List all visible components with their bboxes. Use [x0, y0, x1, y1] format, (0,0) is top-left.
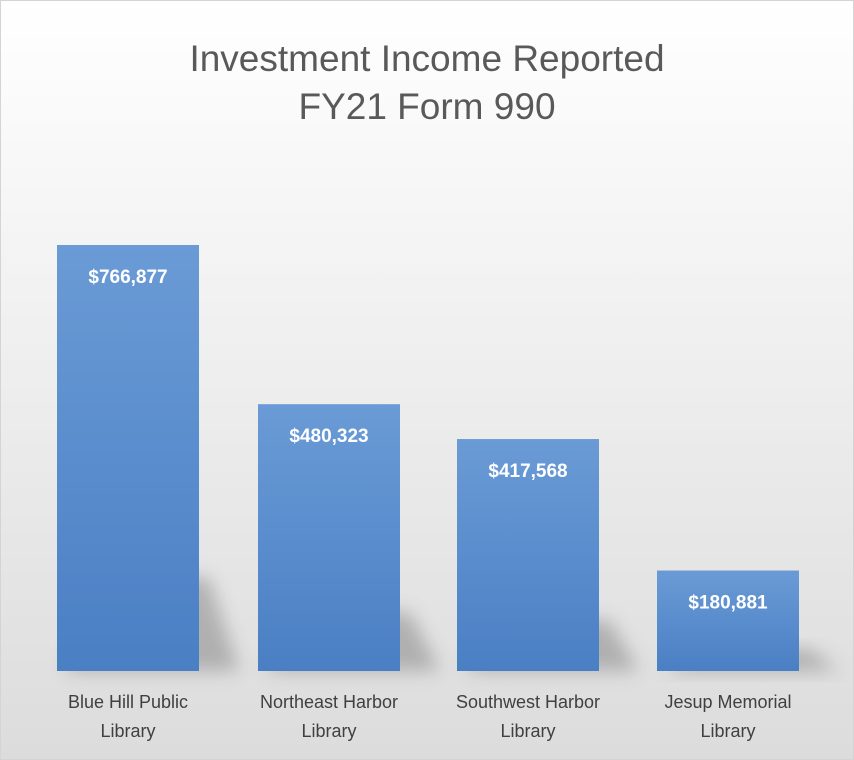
- chart-title-line-1: Investment Income Reported: [189, 38, 665, 79]
- bar-3: [457, 439, 599, 671]
- chart-title-line-2: FY21 Form 990: [298, 86, 556, 127]
- bar-4: [657, 570, 799, 671]
- category-label-2-line-1: Northeast Harbor: [260, 692, 398, 712]
- category-label-3-line-2: Library: [500, 721, 555, 741]
- category-label-1-line-2: Library: [100, 721, 155, 741]
- bar-1: [57, 245, 199, 671]
- category-label-4-line-1: Jesup Memorial: [664, 692, 791, 712]
- category-label-4-line-2: Library: [700, 721, 755, 741]
- category-label-1-line-1: Blue Hill Public: [68, 692, 188, 712]
- category-label-3-line-1: Southwest Harbor: [456, 692, 600, 712]
- bar-data-label-1: $766,877: [88, 267, 167, 288]
- chart-title: Investment Income Reported FY21 Form 990: [1, 35, 853, 131]
- bar-2: [258, 404, 400, 671]
- bar-data-label-3: $417,568: [488, 461, 567, 482]
- bar-data-label-4: $180,881: [688, 593, 768, 614]
- category-label-2-line-2: Library: [301, 721, 356, 741]
- bar-data-label-2: $480,323: [289, 426, 368, 447]
